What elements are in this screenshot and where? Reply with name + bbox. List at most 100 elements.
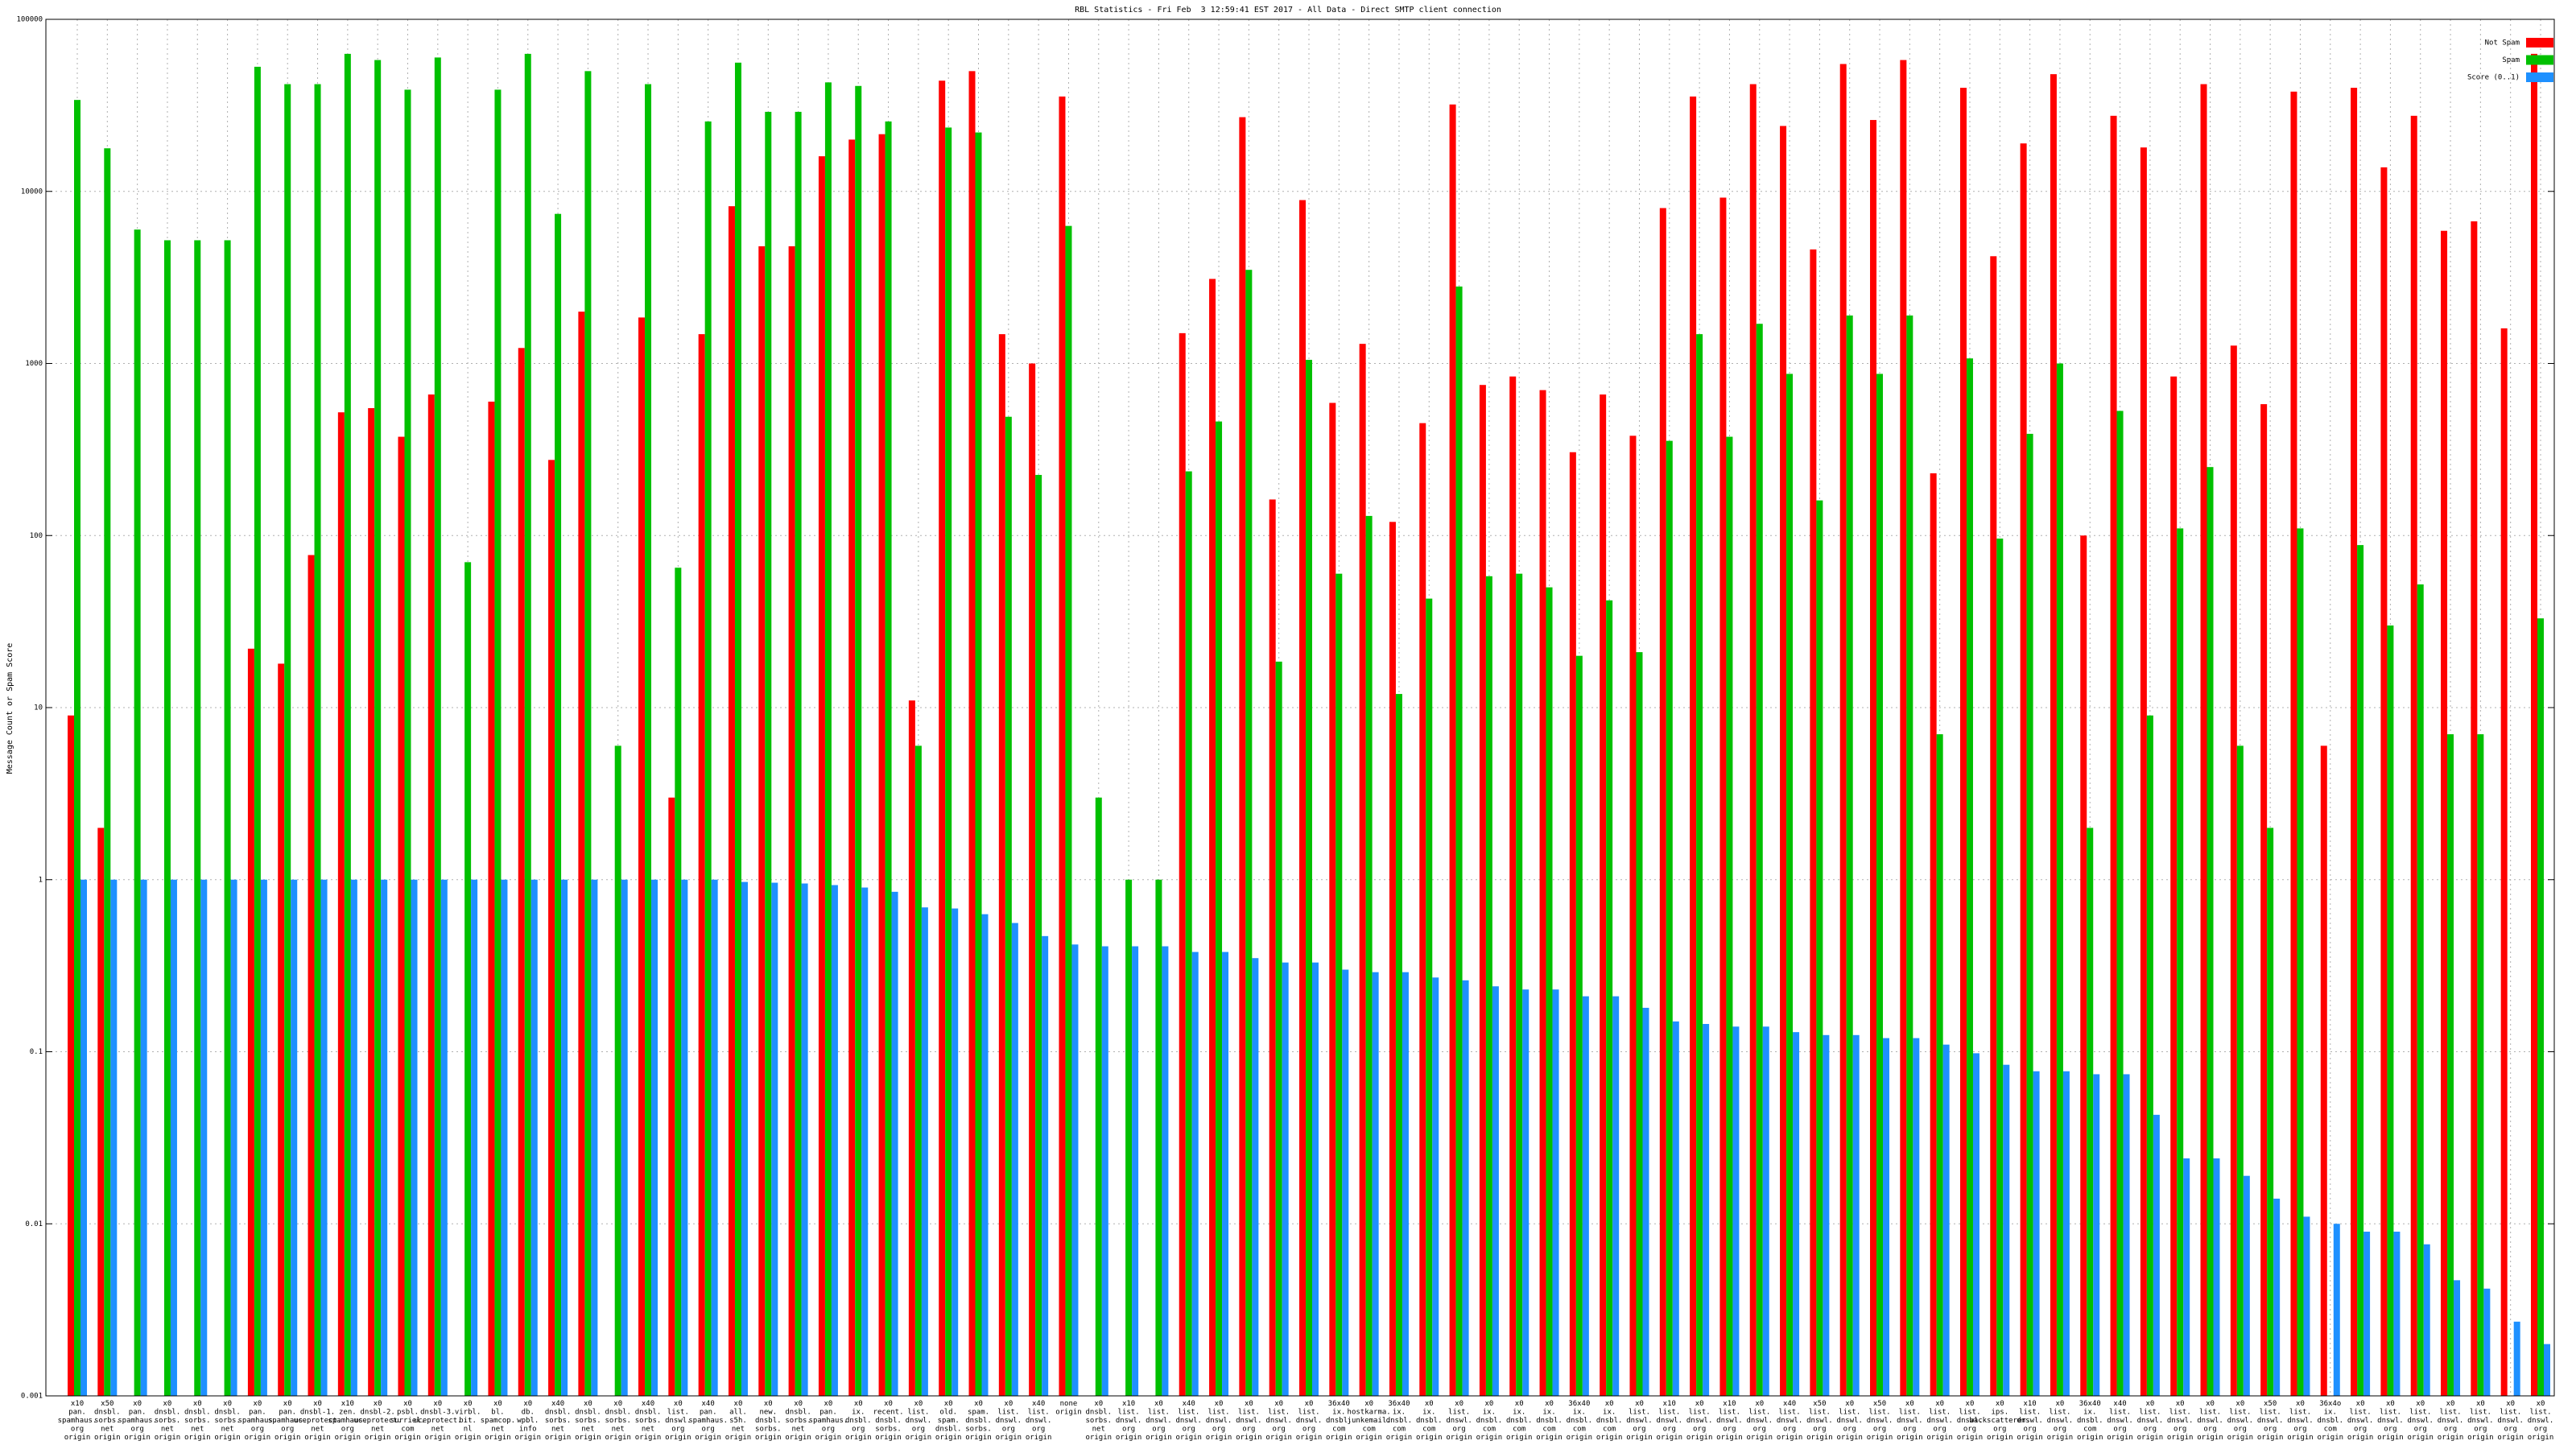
- x-tick-label-line: dnsbl.: [605, 1409, 631, 1417]
- bar: [1719, 197, 1727, 1396]
- bar: [1629, 436, 1637, 1396]
- x-tick-label-line: sorbs.: [875, 1426, 902, 1434]
- x-tick-label-line: dnswl.: [1175, 1417, 1202, 1425]
- bar: [110, 879, 118, 1396]
- x-tick-label: x0 list. dnswl. org origin: [1957, 1400, 1984, 1442]
- x-tick-label-line: origin: [485, 1434, 511, 1442]
- x-tick-label-line: dnsbl.: [2077, 1417, 2103, 1425]
- x-tick-label-line: dnsbl.: [935, 1426, 962, 1434]
- x-tick-label-line: x0: [794, 1400, 803, 1408]
- bar: [2230, 345, 2237, 1396]
- x-tick-label-line: origin: [2167, 1434, 2194, 1442]
- bar: [1365, 515, 1373, 1397]
- bar: [1191, 952, 1199, 1396]
- x-tick-label-line: ix.: [1422, 1409, 1435, 1417]
- x-tick-label-line: ix.: [2324, 1409, 2337, 1417]
- legend-swatch: [2526, 72, 2553, 82]
- x-tick-label: x0 pan. spamhaus. org origin: [238, 1400, 278, 1442]
- bar: [2454, 1280, 2461, 1396]
- x-tick-label-line: list.: [1268, 1409, 1290, 1417]
- x-tick-label-line: list.: [1629, 1409, 1650, 1417]
- x-tick-label-line: origin: [996, 1434, 1022, 1442]
- bar: [1569, 452, 1576, 1396]
- x-tick-label-line: dnswl.: [1265, 1417, 1292, 1425]
- x-tick-label: x0 list. dnswl. org origin: [2528, 1400, 2554, 1442]
- bar: [284, 84, 291, 1396]
- x-tick-label-line: x10: [1122, 1400, 1135, 1408]
- bar: [1516, 573, 1523, 1396]
- x-tick-label: x40 list. dnswl. org origin: [1175, 1400, 1202, 1442]
- x-tick-label: none origin: [1055, 1400, 1082, 1417]
- x-tick-label-line: x0: [1245, 1400, 1253, 1408]
- x-tick-label-line: list.: [2199, 1409, 2221, 1417]
- y-tick-label: 100: [30, 532, 43, 540]
- bar: [1239, 117, 1246, 1396]
- x-tick-label-line: x0: [1154, 1400, 1163, 1408]
- bar: [1659, 208, 1666, 1397]
- x-tick-label-line: org: [1122, 1426, 1135, 1434]
- x-tick-label-line: origin: [1055, 1409, 1082, 1417]
- x-tick-label-line: dnsbl.: [785, 1409, 811, 1417]
- x-tick-label-line: x0: [1966, 1400, 1975, 1408]
- x-tick-label-line: net: [161, 1426, 174, 1434]
- x-tick-label-line: list.: [2049, 1409, 2070, 1417]
- bar: [2093, 1074, 2100, 1396]
- x-tick-label-line: list.: [1959, 1409, 1980, 1417]
- bar: [1132, 946, 1139, 1396]
- bar: [2177, 528, 2184, 1396]
- legend-swatch: [2526, 38, 2553, 47]
- x-tick-label-line: sorbs.: [155, 1417, 181, 1425]
- bar: [1823, 1034, 1830, 1396]
- x-tick-label-line: spamhaus.: [238, 1417, 278, 1425]
- x-tick-label: x0 list. dnswl. org origin: [2467, 1400, 2494, 1442]
- x-tick-label-line: dnsbl.: [1567, 1417, 1593, 1425]
- bar: [801, 883, 808, 1396]
- x-tick-label-line: x40: [1032, 1400, 1045, 1408]
- x-tick-label-line: uceprotect.: [353, 1417, 402, 1425]
- x-tick-label: x0 ix. dnsbl. com origin: [1506, 1400, 1533, 1442]
- x-tick-label-line: org: [2354, 1426, 2367, 1434]
- x-tick-label-line: x10: [341, 1400, 354, 1408]
- x-tick-label-line: com: [1483, 1426, 1496, 1434]
- bar: [1065, 225, 1072, 1396]
- bar: [247, 648, 254, 1396]
- x-tick-label-line: dnswl.: [2227, 1417, 2254, 1425]
- bar: [1509, 376, 1517, 1396]
- bar: [2026, 433, 2033, 1396]
- bar: [771, 882, 778, 1396]
- x-tick-label-line: net: [551, 1426, 564, 1434]
- x-tick-label-line: org: [281, 1426, 294, 1434]
- bar: [1900, 60, 1907, 1397]
- x-tick-label-line: list.: [2440, 1409, 2462, 1417]
- bar: [140, 879, 147, 1396]
- x-tick-label-line: list.: [1899, 1409, 1921, 1417]
- x-tick-label-line: x40: [642, 1400, 654, 1408]
- x-tick-label: x40 list. dnswl. org origin: [2107, 1400, 2133, 1442]
- bar: [2544, 1344, 2550, 1396]
- x-tick-label: x0 spam. dnsbl. sorbs. origin: [965, 1400, 992, 1442]
- x-tick-label-line: spamhaus.: [688, 1417, 728, 1425]
- bar: [2116, 411, 2124, 1396]
- x-tick-label-line: dnswl.: [2407, 1417, 2434, 1425]
- bar: [170, 879, 177, 1396]
- bar: [2387, 625, 2394, 1396]
- bar: [488, 401, 495, 1396]
- x-tick-label-line: org: [1242, 1426, 1255, 1434]
- x-tick-label-line: net: [221, 1426, 233, 1434]
- x-tick-label-line: origin: [514, 1434, 541, 1442]
- x-tick-label-line: org: [131, 1426, 144, 1434]
- x-tick-label-line: dnsbl.: [575, 1409, 601, 1417]
- x-tick-label-line: com: [1332, 1426, 1345, 1434]
- bar: [1600, 394, 1607, 1396]
- chart-title: RBL Statistics - Fri Feb 3 12:59:41 EST …: [1075, 6, 1501, 14]
- x-tick-label-line: x40: [1783, 1400, 1796, 1408]
- x-tick-label-line: db.: [522, 1409, 535, 1417]
- x-tick-label-line: ix.: [1483, 1409, 1496, 1417]
- x-tick-label-line: x0: [163, 1400, 172, 1408]
- x-tick-label-line: list.: [2139, 1409, 2161, 1417]
- x-tick-label: x0 list. dnswl. org origin: [906, 1400, 932, 1442]
- bar: [591, 879, 598, 1396]
- x-tick-label-line: x50: [1873, 1400, 1886, 1408]
- bar: [2140, 147, 2147, 1396]
